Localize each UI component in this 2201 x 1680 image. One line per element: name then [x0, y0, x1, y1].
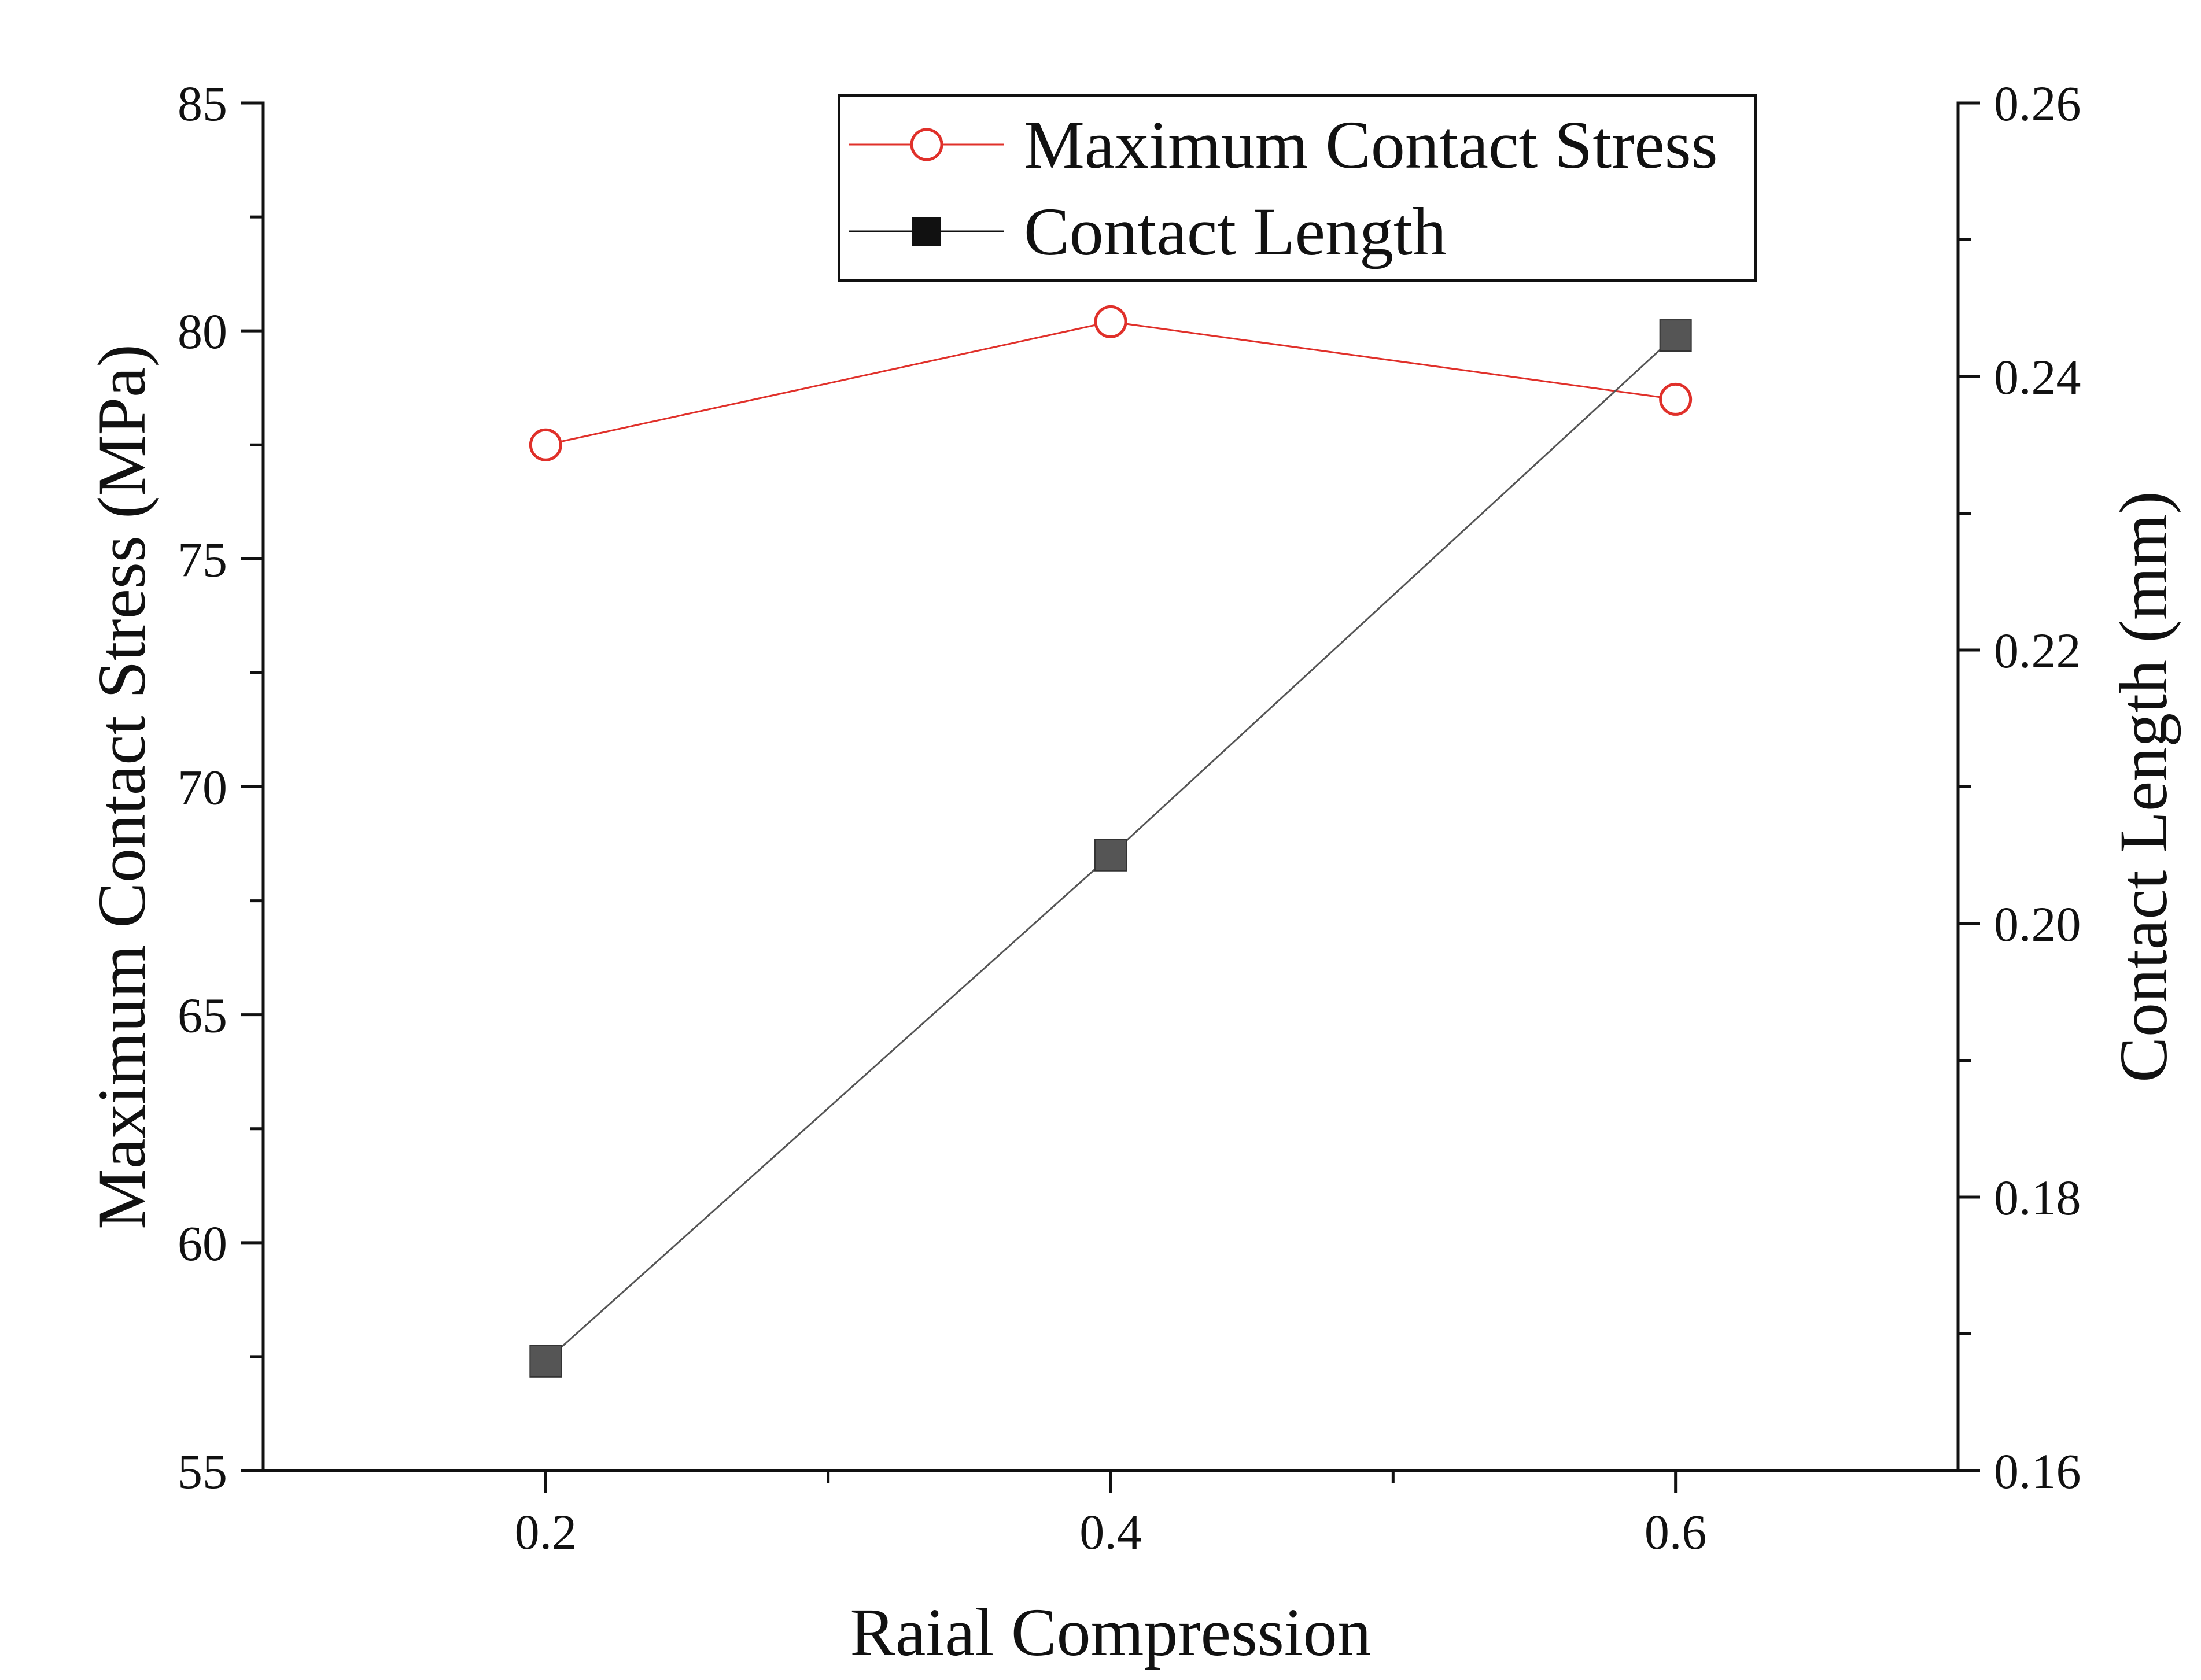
- y-right-tick-label: 0.20: [1994, 896, 2081, 952]
- data-point-max-contact-stress: [1659, 382, 1693, 416]
- legend-box: [838, 94, 1757, 282]
- x-tick-label: 0.4: [1079, 1504, 1142, 1560]
- x-tick-label: 0.6: [1645, 1504, 1707, 1560]
- data-point-contact-length: [1659, 319, 1692, 352]
- axes: 0.2 0.4 0.6 55 60 65 70 75 80 85 0.16 0.18 0.20 0.22 0…: [178, 76, 2081, 1560]
- y-left-tick-label: 85: [178, 76, 227, 131]
- series-layer: [529, 305, 1693, 1378]
- legend-label-contact-length: Contact Length: [1024, 194, 1447, 269]
- y-left-tick-label: 60: [178, 1216, 227, 1271]
- x-axis-title: Raial Compression: [850, 1594, 1371, 1670]
- legend-marker-square: [912, 217, 941, 246]
- y-right-tick-label: 0.26: [1994, 76, 2081, 131]
- data-point-contact-length: [529, 1345, 562, 1378]
- y-right-tick-label: 0.24: [1994, 349, 2081, 405]
- y-left-tick-label: 55: [178, 1443, 227, 1499]
- data-point-max-contact-stress: [1094, 305, 1127, 338]
- y-right-tick-label: 0.16: [1994, 1443, 2081, 1499]
- x-tick-label: 0.2: [515, 1504, 577, 1560]
- y-left-tick-label: 80: [178, 304, 227, 359]
- y-left-tick-label: 75: [178, 531, 227, 587]
- y-axis-right-title: Contact Length (mm): [2106, 491, 2181, 1082]
- y-right-tick-label: 0.22: [1994, 623, 2081, 678]
- legend: Maximum Contact Stress Contact Length: [838, 94, 1757, 282]
- y-left-tick-label: 70: [178, 760, 227, 815]
- y-axis-left-title: Maximum Contact Stress (MPa): [84, 344, 160, 1229]
- y-right-tick-label: 0.18: [1994, 1170, 2081, 1225]
- legend-marker-circle: [910, 128, 943, 161]
- data-point-max-contact-stress: [529, 428, 562, 461]
- y-left-tick-label: 65: [178, 988, 227, 1043]
- legend-label-max-contact-stress: Maximum Contact Stress: [1024, 107, 1718, 183]
- data-point-contact-length: [1094, 839, 1127, 872]
- series-line-max-contact-stress: [545, 320, 1676, 446]
